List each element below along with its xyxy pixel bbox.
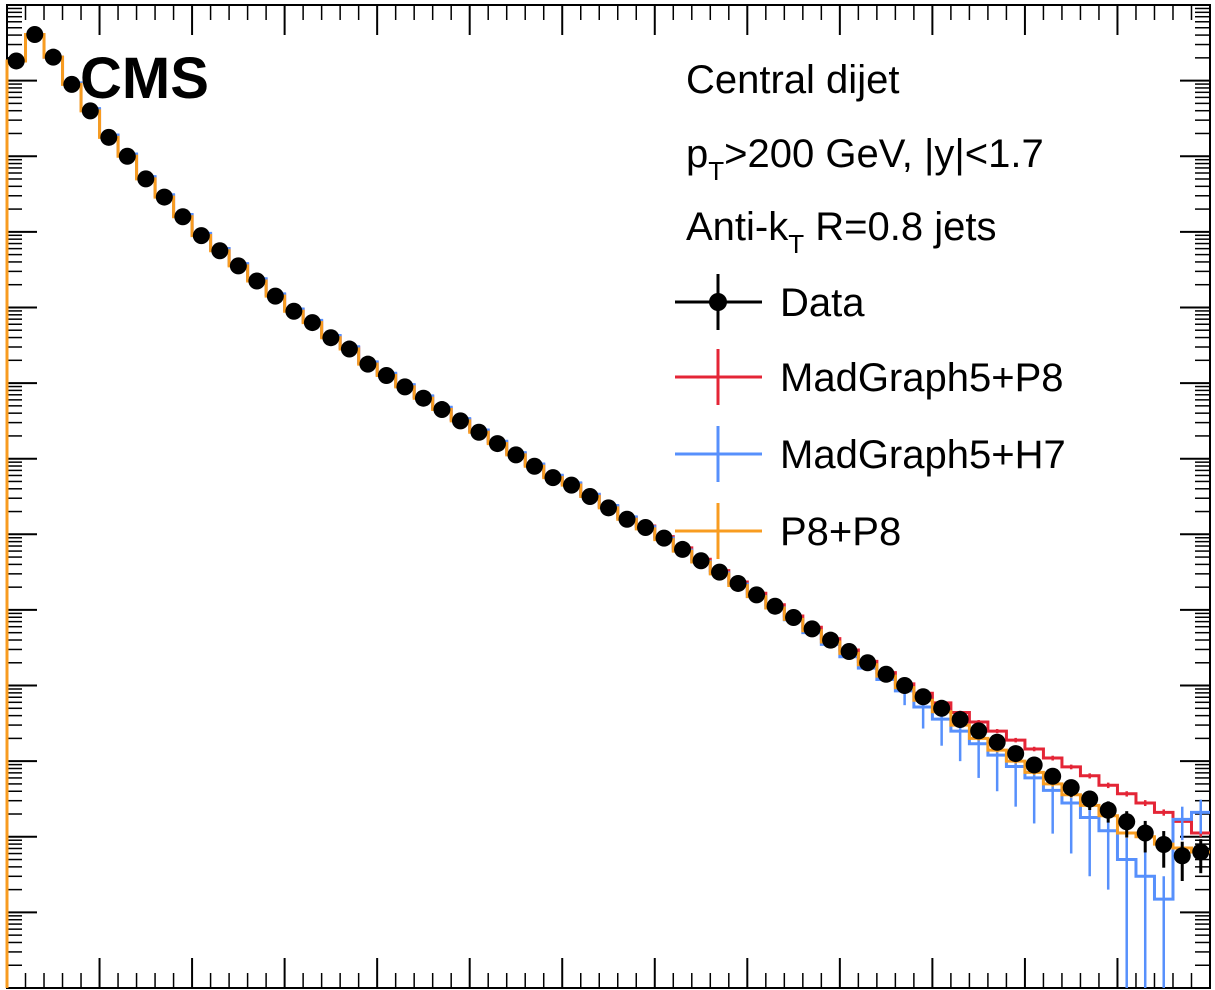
- data-point: [377, 367, 395, 385]
- data-point: [600, 499, 617, 517]
- data-point: [507, 446, 525, 464]
- data-point: [470, 423, 488, 441]
- data-point: [414, 389, 432, 407]
- data-point: [562, 476, 580, 494]
- data-point: [174, 208, 192, 226]
- data-point: [581, 488, 599, 506]
- data-point: [1118, 813, 1136, 831]
- data-point: [1044, 767, 1062, 785]
- legend-label: MadGraph5+P8: [780, 356, 1064, 400]
- data-point: [877, 665, 895, 683]
- data-point: [81, 102, 99, 120]
- data-point: [766, 597, 784, 615]
- data-point: [822, 631, 840, 649]
- data-point: [266, 287, 284, 305]
- data-point: [785, 608, 803, 626]
- info-line-kinematics: pT>200 GeV, |y|<1.7: [686, 132, 1044, 186]
- data-point: [1062, 779, 1080, 797]
- data-point: [859, 654, 877, 672]
- data-point: [192, 227, 210, 245]
- data-point: [1007, 745, 1025, 763]
- data-point: [488, 435, 506, 453]
- data-point: [359, 355, 377, 373]
- data-point: [914, 688, 932, 706]
- data-point: [692, 552, 710, 570]
- plot-frame: [6, 4, 1211, 989]
- data-point: [396, 378, 414, 396]
- legend-marker: [709, 293, 727, 311]
- data-point: [7, 52, 25, 70]
- legend-label: P8+P8: [780, 510, 901, 554]
- legend-label: Data: [780, 281, 865, 325]
- plot-annotations: CMS Central dijet pT>200 GeV, |y|<1.7 An…: [80, 46, 1044, 259]
- data-point: [229, 257, 247, 275]
- legend-entry: Data: [675, 274, 865, 330]
- data-point: [655, 529, 673, 547]
- data-point: [1155, 836, 1173, 854]
- data-point: [970, 722, 988, 740]
- experiment-label: CMS: [80, 46, 209, 111]
- data-point: [211, 242, 229, 260]
- data-point: [525, 457, 543, 475]
- info-line-jets: Anti-kT R=0.8 jets: [686, 205, 996, 259]
- data-point: [63, 75, 81, 93]
- data-point: [1192, 843, 1210, 861]
- legend: Data MadGraph5+P8 MadGraph5+H7 P8+P8: [675, 274, 1066, 559]
- data-point: [674, 540, 692, 558]
- data-point: [1081, 790, 1099, 808]
- data-point: [433, 401, 451, 419]
- data-point: [729, 574, 747, 592]
- data-point: [748, 586, 766, 604]
- data-point: [711, 563, 729, 581]
- data-point: [285, 302, 303, 320]
- data-point: [896, 677, 914, 695]
- data-point: [451, 412, 469, 430]
- legend-entry: MadGraph5+P8: [675, 349, 1064, 405]
- data-point: [137, 170, 155, 188]
- data-point: [544, 469, 562, 487]
- data-point: [933, 699, 951, 717]
- data-point: [248, 272, 266, 290]
- data-point: [26, 25, 44, 43]
- legend-entry: P8+P8: [675, 503, 901, 559]
- data-point: [1136, 824, 1154, 842]
- info-line-selection: Central dijet: [686, 58, 899, 102]
- data-point: [988, 733, 1006, 751]
- data-point: [100, 128, 118, 146]
- data-point: [1099, 801, 1117, 819]
- plot-series: [5, 25, 1210, 988]
- data-point: [322, 329, 340, 347]
- legend-label: MadGraph5+H7: [780, 433, 1066, 477]
- data-point: [1025, 756, 1043, 774]
- data-point: [951, 711, 969, 729]
- data-point: [1173, 847, 1191, 865]
- data-point: [340, 340, 358, 358]
- data-point: [44, 48, 62, 66]
- data-point: [637, 519, 655, 537]
- legend-entry: MadGraph5+H7: [675, 426, 1066, 482]
- data-point: [118, 147, 136, 165]
- series-data: [7, 25, 1210, 882]
- data-point: [155, 188, 173, 206]
- data-point: [803, 620, 821, 638]
- data-point: [840, 642, 858, 660]
- data-point: [618, 510, 636, 528]
- data-point: [303, 314, 321, 332]
